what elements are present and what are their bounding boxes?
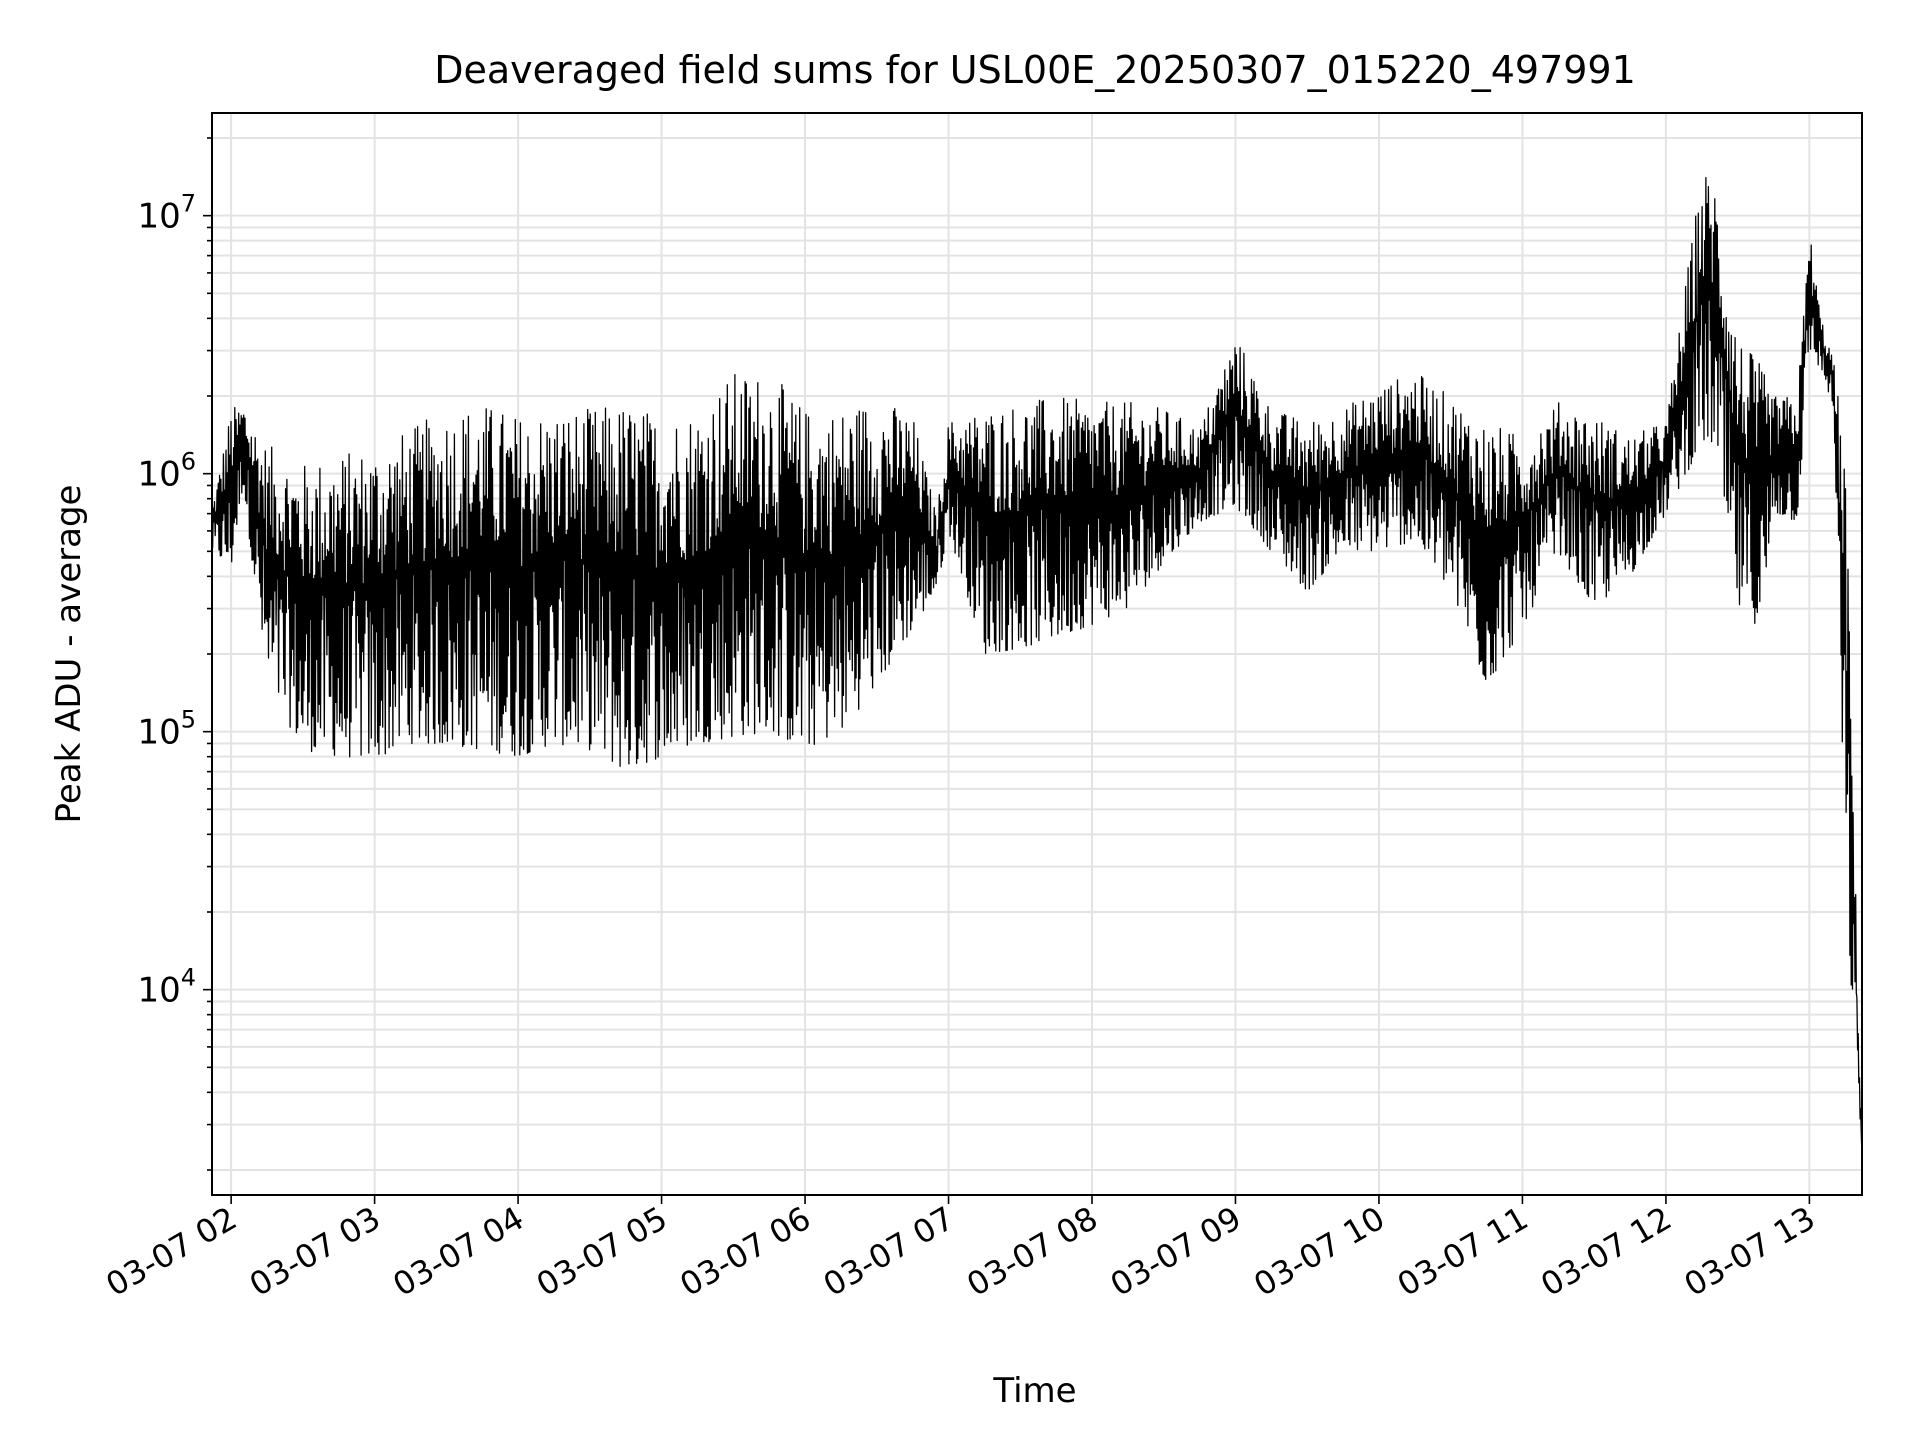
y-tick-label: 105: [137, 706, 196, 753]
data-line: [211, 176, 1863, 1155]
chart-title: Deaveraged field sums for USL00E_2025030…: [434, 48, 1636, 92]
y-tick-label: 104: [137, 964, 196, 1011]
y-axis-label: Peak ADU - average: [49, 485, 89, 824]
y-tick-label: 106: [137, 448, 196, 495]
y-tick-label: 107: [137, 190, 196, 237]
x-axis-label: Time: [992, 1371, 1076, 1411]
data-line-group: [211, 176, 1863, 1155]
y-axis-ticks: 104 105 106 107: [137, 137, 212, 1171]
